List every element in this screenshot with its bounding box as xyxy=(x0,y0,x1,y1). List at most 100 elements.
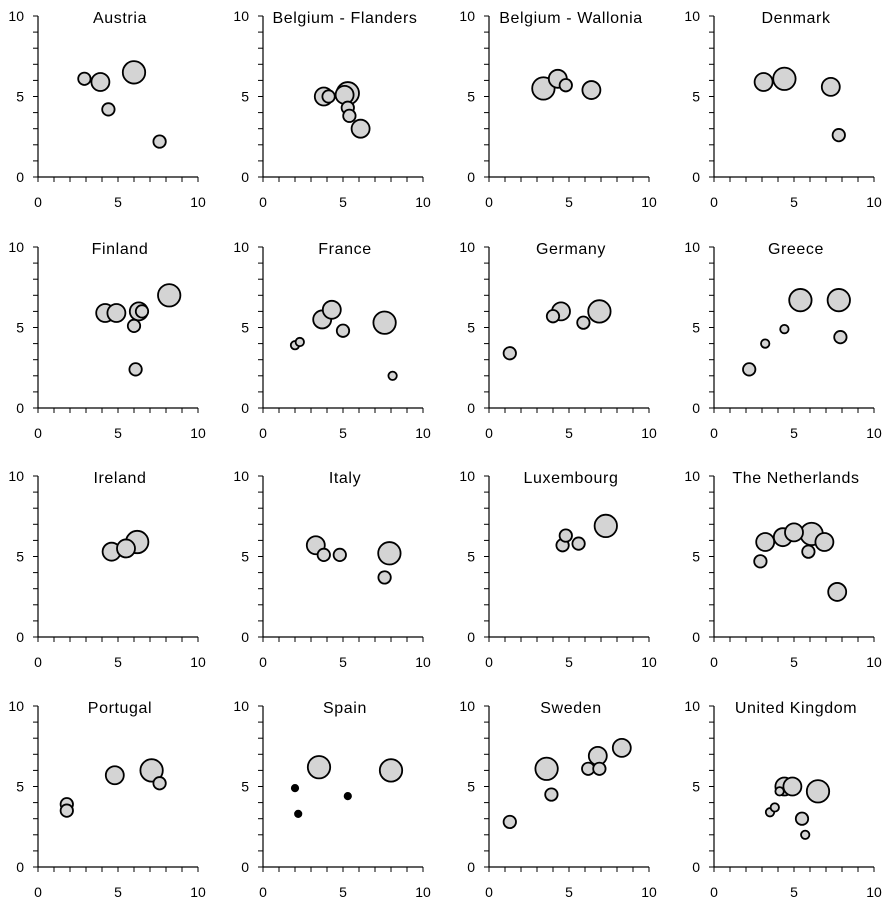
data-bubble xyxy=(545,309,561,324)
x-tick-label: 0 xyxy=(259,194,267,210)
x-tick-label: 0 xyxy=(710,884,718,900)
y-tick-label: 5 xyxy=(16,320,24,336)
panel-italy: Italy 0 5 10 0 5 10 xyxy=(233,468,431,670)
data-bubble xyxy=(335,323,351,338)
data-bubble xyxy=(332,547,347,562)
data-bubble xyxy=(755,532,776,552)
y-tick-label: 5 xyxy=(16,779,24,795)
y-tick-label: 10 xyxy=(459,698,475,714)
y-tick-label: 5 xyxy=(241,320,249,336)
data-bubble xyxy=(294,809,303,818)
data-bubble xyxy=(801,544,816,559)
y-tick-label: 10 xyxy=(233,468,249,484)
data-bubble xyxy=(387,370,398,381)
y-tick-label: 10 xyxy=(459,8,475,24)
data-bubble xyxy=(106,303,127,323)
x-tick-label: 0 xyxy=(485,654,493,670)
y-tick-label: 5 xyxy=(467,779,475,795)
y-tick-label: 0 xyxy=(16,400,24,416)
data-bubble xyxy=(753,554,768,569)
y-tick-label: 0 xyxy=(467,169,475,185)
panel-title: Greece xyxy=(768,241,824,258)
data-bubble xyxy=(742,362,757,377)
data-bubble xyxy=(77,71,92,86)
y-tick-label: 10 xyxy=(459,468,475,484)
panel-title: The Netherlands xyxy=(732,470,859,487)
panel-austria: Austria 0 5 10 0 5 10 xyxy=(8,8,206,210)
panel-ireland: Ireland 0 5 10 0 5 10 xyxy=(8,468,206,670)
y-tick-label: 0 xyxy=(467,859,475,875)
x-tick-label: 0 xyxy=(259,654,267,670)
y-tick-label: 0 xyxy=(692,400,700,416)
panel-title: Spain xyxy=(323,700,367,717)
y-tick-label: 0 xyxy=(692,859,700,875)
y-tick-label: 5 xyxy=(692,320,700,336)
x-tick-label: 5 xyxy=(565,654,573,670)
data-bubble xyxy=(104,765,125,786)
panel-title: Sweden xyxy=(540,700,601,717)
data-bubble xyxy=(294,336,305,348)
y-tick-label: 5 xyxy=(692,549,700,565)
panel-germany: Germany 0 5 10 0 5 10 xyxy=(459,239,657,441)
panel-portugal: Portugal 0 5 10 0 5 10 xyxy=(8,698,206,900)
x-tick-label: 5 xyxy=(790,425,798,441)
data-bubble xyxy=(152,134,167,149)
data-bubble xyxy=(794,811,810,826)
x-tick-label: 10 xyxy=(641,194,657,210)
y-tick-label: 0 xyxy=(692,629,700,645)
panel-finland: Finland 0 5 10 0 5 10 xyxy=(8,239,206,441)
data-bubble xyxy=(116,538,136,559)
x-tick-label: 0 xyxy=(485,194,493,210)
data-bubble xyxy=(826,288,851,313)
y-tick-label: 0 xyxy=(241,169,249,185)
data-bubble xyxy=(805,779,831,804)
y-tick-label: 5 xyxy=(241,549,249,565)
y-tick-label: 5 xyxy=(692,779,700,795)
x-tick-label: 0 xyxy=(710,654,718,670)
y-tick-label: 10 xyxy=(233,8,249,24)
data-bubble xyxy=(558,528,573,543)
data-bubble xyxy=(152,776,167,791)
panel-title: Denmark xyxy=(761,10,831,27)
y-tick-label: 0 xyxy=(467,400,475,416)
x-tick-label: 0 xyxy=(34,884,42,900)
y-tick-label: 10 xyxy=(684,698,700,714)
data-bubble xyxy=(372,310,397,335)
data-bubble xyxy=(121,60,147,85)
data-bubble xyxy=(831,128,846,143)
x-tick-label: 5 xyxy=(339,884,347,900)
y-tick-label: 10 xyxy=(684,8,700,24)
data-bubble xyxy=(558,78,573,93)
x-tick-label: 10 xyxy=(641,425,657,441)
data-bubble xyxy=(753,72,774,92)
panel-title: Belgium - Flanders xyxy=(272,10,417,27)
data-bubble xyxy=(139,758,164,783)
x-tick-label: 5 xyxy=(114,194,122,210)
x-tick-label: 10 xyxy=(866,194,882,210)
data-bubble xyxy=(321,299,342,320)
x-tick-label: 5 xyxy=(114,654,122,670)
data-bubble xyxy=(502,346,517,361)
data-bubble xyxy=(581,80,602,100)
x-tick-label: 10 xyxy=(415,425,431,441)
y-tick-label: 5 xyxy=(241,89,249,105)
panel-title: Finland xyxy=(92,241,149,258)
data-bubble xyxy=(774,786,785,797)
x-tick-label: 5 xyxy=(339,194,347,210)
data-bubble xyxy=(782,776,803,797)
data-bubble xyxy=(342,108,357,123)
x-tick-label: 10 xyxy=(866,884,882,900)
x-tick-label: 5 xyxy=(565,425,573,441)
y-tick-label: 5 xyxy=(692,89,700,105)
x-tick-label: 10 xyxy=(190,425,206,441)
data-bubble xyxy=(587,299,612,324)
panel-denmark: Denmark 0 5 10 0 5 10 xyxy=(684,8,882,210)
x-tick-label: 10 xyxy=(190,194,206,210)
x-tick-label: 10 xyxy=(190,654,206,670)
x-tick-label: 10 xyxy=(415,194,431,210)
data-bubble xyxy=(769,802,780,813)
data-bubble xyxy=(306,755,332,780)
y-tick-label: 0 xyxy=(16,169,24,185)
x-tick-label: 0 xyxy=(34,654,42,670)
x-tick-label: 10 xyxy=(415,884,431,900)
